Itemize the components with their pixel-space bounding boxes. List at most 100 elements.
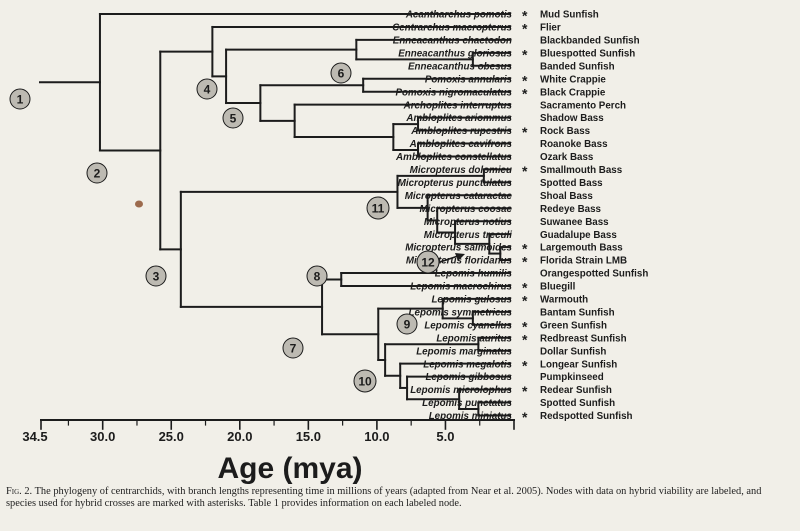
scan-speck [135, 200, 143, 208]
node-marker-3: 3 [145, 265, 167, 287]
taxon-common-name: Blackbanded Sunfish [540, 36, 640, 47]
time-axis-title: Age (mya) [217, 452, 362, 485]
node-marker-circle [330, 62, 352, 84]
node-marker-circle [353, 369, 377, 393]
taxon-common-name: Largemouth Bass [540, 243, 623, 254]
taxon-scientific-name: Lepomis auritus [436, 333, 512, 344]
node-marker-label: 6 [338, 67, 345, 81]
taxon-scientific-name: Lepomis gulosus [431, 295, 512, 306]
taxon-common-name: Guadalupe Bass [540, 230, 617, 241]
hybrid-cross-asterisk: * [522, 85, 528, 101]
taxon-scientific-name: Ambloplites rupestris [410, 126, 512, 137]
taxon-common-name: Rock Bass [540, 126, 591, 137]
hybrid-cross-asterisk: * [522, 21, 528, 37]
node-12-arrow-shaft [439, 255, 459, 263]
taxon-common-name: Roanoke Bass [540, 139, 608, 150]
time-axis-tick-label: 34.5 [22, 429, 47, 444]
phylogeny-tree: Acantharchus pomotis * Mud Sunfish Centrarc… [9, 8, 648, 485]
node-marker-1: 1 [9, 88, 31, 110]
taxon-common-name: Redeye Bass [540, 204, 602, 215]
hybrid-cross-asterisk: * [522, 331, 528, 347]
time-axis-tick-label: 15.0 [296, 429, 321, 444]
taxon-scientific-name: Pomoxis nigromaculatus [395, 87, 512, 98]
taxon-common-name: Bantam Sunfish [540, 307, 615, 318]
node-marker-7: 7 [282, 337, 304, 359]
hybrid-cross-asterisk: * [522, 409, 528, 425]
node-marker-10: 10 [353, 369, 377, 393]
node-marker-circle [306, 265, 328, 287]
taxon-common-name: Redbreast Sunfish [540, 333, 627, 344]
taxon-scientific-name: Lepomis humilis [435, 269, 513, 280]
node-marker-4: 4 [196, 78, 218, 100]
node-marker-label: 1 [17, 93, 24, 107]
taxon-scientific-name: Ambloplites constellatus [395, 152, 513, 163]
taxon-common-name: Pumpkinseed [540, 372, 604, 383]
node-marker-circle [196, 78, 218, 100]
time-axis-tick-label: 30.0 [90, 429, 115, 444]
time-axis-tick-label: 25.0 [159, 429, 184, 444]
taxon-scientific-name: Ambloplites cavifrons [409, 139, 513, 150]
taxon-scientific-name: Archoplites interruptus [403, 100, 513, 111]
node-marker-circle [222, 107, 244, 129]
taxon-scientific-name: Micropterus treculi [424, 230, 512, 241]
taxon-scientific-name: Enneacanthus chaetodon [393, 36, 512, 47]
taxon-common-name: Redspotted Sunfish [540, 411, 633, 422]
hybrid-cross-asterisk: * [522, 280, 528, 296]
node-marker-12: 12 [416, 250, 440, 274]
taxon-common-name: Bluegill [540, 282, 576, 293]
taxon-common-name: Dollar Sunfish [540, 346, 606, 357]
taxon-common-name: Green Sunfish [540, 320, 607, 331]
taxon-common-name: Spotted Bass [540, 178, 603, 189]
taxon-common-name: Ozark Bass [540, 152, 594, 163]
node-marker-label: 11 [372, 202, 385, 216]
taxon-common-name: Sacramento Perch [540, 100, 626, 111]
taxon-scientific-name: Lepomis macrochirus [410, 282, 512, 293]
taxon-scientific-name: Lepomis microlophus [410, 385, 512, 396]
taxon-common-name: Redear Sunfish [540, 385, 612, 396]
hybrid-cross-asterisk: * [522, 72, 528, 88]
taxon-scientific-name: Micropterus cataractae [405, 191, 513, 202]
taxon-scientific-name: Centrarchus macropterus [392, 23, 512, 34]
figure-caption: Fig. 2. The phylogeny of centrarchids, w… [6, 486, 792, 509]
node-marker-circle [9, 88, 31, 110]
taxon-scientific-name: Micropterus notius [424, 217, 513, 228]
hybrid-cross-asterisk: * [522, 318, 528, 334]
node-marker-circle [86, 162, 108, 184]
taxon-common-name: Shoal Bass [540, 191, 593, 202]
taxon-common-name: Smallmouth Bass [540, 165, 623, 176]
node-12-arrow-head [455, 253, 465, 261]
taxon-common-name: Shadow Bass [540, 113, 604, 124]
time-axis-tick-label: 20.0 [227, 429, 252, 444]
taxon-common-name: White Crappie [540, 74, 606, 85]
taxon-scientific-name: Micropterus floridanus [406, 256, 513, 267]
taxon-common-name: Spotted Sunfish [540, 398, 615, 409]
node-marker-circle [366, 196, 390, 220]
node-marker-label: 5 [230, 112, 237, 126]
hybrid-cross-asterisk: * [522, 293, 528, 309]
node-marker-6: 6 [330, 62, 352, 84]
time-axis-tick-label: 5.0 [436, 429, 454, 444]
node-marker-label: 3 [153, 270, 160, 284]
taxon-common-name: Warmouth [540, 295, 588, 306]
taxon-scientific-name: Micropterus coosae [419, 204, 512, 215]
node-marker-circle [416, 250, 440, 274]
node-marker-9: 9 [396, 313, 418, 335]
hybrid-cross-asterisk: * [522, 8, 528, 24]
taxon-scientific-name: Acantharchus pomotis [405, 10, 513, 21]
hybrid-cross-asterisk: * [522, 46, 528, 62]
hybrid-cross-asterisk: * [522, 124, 528, 140]
hybrid-cross-asterisk: * [522, 357, 528, 373]
taxon-common-name: Bluespotted Sunfish [540, 48, 635, 59]
hybrid-cross-asterisk: * [522, 383, 528, 399]
node-marker-label: 4 [204, 83, 211, 97]
hybrid-cross-asterisk: * [522, 163, 528, 179]
node-marker-label: 7 [290, 342, 297, 356]
node-marker-label: 8 [314, 270, 321, 284]
taxon-scientific-name: Pomoxis annularis [425, 74, 513, 85]
taxon-scientific-name: Lepomis marginatus [416, 346, 512, 357]
taxon-common-name: Orangespotted Sunfish [540, 269, 648, 280]
node-marker-label: 9 [404, 318, 411, 332]
node-marker-label: 12 [421, 256, 435, 270]
node-marker-8: 8 [306, 265, 328, 287]
taxon-common-name: Florida Strain LMB [540, 256, 627, 267]
